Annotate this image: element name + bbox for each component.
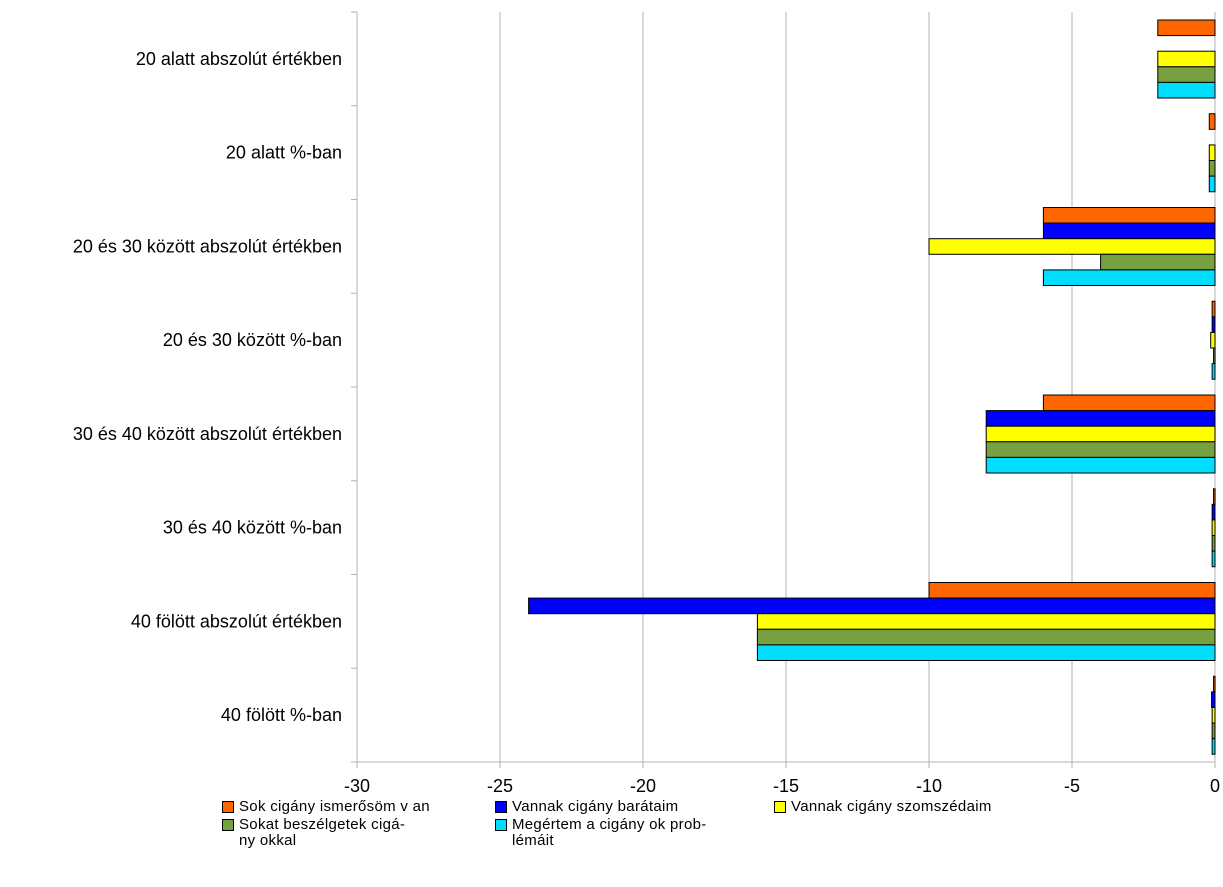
bar	[1211, 535, 1216, 552]
bar	[1042, 269, 1216, 286]
category-labels: 20 alatt abszolút értékben 20 alatt %-ban…	[73, 49, 342, 725]
bar	[1211, 316, 1216, 333]
x-tick-label: -10	[916, 776, 942, 796]
bar	[1211, 738, 1216, 755]
legend-swatch	[222, 819, 234, 831]
legend-label-line: Sok cigány ismerősöm v an	[239, 798, 430, 815]
bar	[1157, 19, 1216, 37]
bar	[1208, 144, 1216, 162]
category-label: 20 és 30 között abszolút értékben	[73, 236, 342, 256]
bar	[528, 597, 1216, 615]
legend-label: Vannak cigány barátaim	[512, 799, 678, 815]
legend-swatch	[495, 819, 507, 831]
legend-label-line: Vannak cigány barátaim	[512, 798, 679, 815]
bar	[1211, 706, 1216, 724]
bar	[985, 410, 1216, 427]
axes	[351, 11, 1216, 768]
bar	[1208, 113, 1216, 130]
bar	[1211, 722, 1216, 740]
bar	[1208, 160, 1216, 177]
bar	[1210, 331, 1216, 349]
bar	[1213, 347, 1216, 365]
legend-label: Vannak cigány szomszédaim	[791, 799, 992, 815]
legend-label-line: Megértem a cigány ok prob-	[512, 816, 707, 833]
legend-label-line: Vannak cigány szomszédaim	[791, 798, 992, 815]
legend-label: Megértem a cigány ok prob- lémáit	[512, 817, 707, 849]
x-tick-label: 0	[1210, 776, 1220, 796]
bar	[1157, 81, 1216, 99]
bar	[1211, 519, 1216, 537]
x-tick-label: -5	[1064, 776, 1080, 796]
category-label: 40 fölött abszolút értékben	[131, 611, 342, 631]
bar	[1042, 222, 1216, 240]
legend-item-series-4: Sokat beszélgetek cigá- ny okkal	[222, 817, 405, 849]
legend-item-series-2: Vannak cigány barátaim	[495, 799, 678, 815]
bar	[1211, 363, 1216, 380]
bar	[1100, 253, 1216, 271]
x-tick-label: -25	[487, 776, 513, 796]
bar	[928, 238, 1216, 255]
x-tick-label: -20	[630, 776, 656, 796]
bar	[928, 582, 1216, 599]
legend-label-line: lémáit	[512, 832, 554, 849]
bar	[1208, 175, 1216, 193]
x-tick-label: -15	[773, 776, 799, 796]
bar	[1213, 488, 1216, 505]
bar	[1211, 300, 1216, 318]
category-label: 20 alatt abszolút értékben	[136, 49, 342, 69]
tick-labels: -30 -25 -20 -15 -10 -5 0	[344, 776, 1220, 796]
gridlines	[356, 12, 1216, 762]
legend-swatch	[495, 801, 507, 813]
category-label: 30 és 40 között abszolút értékben	[73, 424, 342, 444]
category-label: 30 és 40 között %-ban	[163, 518, 342, 538]
bar	[1157, 66, 1216, 83]
bar	[1211, 550, 1216, 568]
legend-item-series-1: Sok cigány ismerősöm v an	[222, 799, 430, 815]
bar	[985, 456, 1216, 474]
legend-swatch	[222, 801, 234, 813]
bar	[1213, 675, 1216, 693]
bar	[985, 425, 1216, 443]
legend-label-line: Sokat beszélgetek cigá-	[239, 816, 406, 833]
category-label: 40 fölött %-ban	[221, 705, 342, 725]
bar	[1042, 394, 1216, 412]
bar	[756, 613, 1216, 630]
bar	[1157, 50, 1216, 68]
bar	[985, 441, 1216, 458]
legend-item-series-5: Megértem a cigány ok prob- lémáit	[495, 817, 707, 849]
bar	[756, 644, 1216, 662]
x-tick-label: -30	[344, 776, 370, 796]
category-label: 20 és 30 között %-ban	[163, 330, 342, 350]
legend-swatch	[774, 801, 786, 813]
legend-label-line: ny okkal	[239, 832, 297, 849]
legend-label: Sokat beszélgetek cigá- ny okkal	[239, 817, 405, 849]
bar	[756, 628, 1216, 646]
bar	[1211, 691, 1216, 708]
legend-item-series-3: Vannak cigány szomszédaim	[774, 799, 992, 815]
category-label: 20 alatt %-ban	[226, 143, 342, 163]
bar	[1211, 503, 1216, 521]
legend-label: Sok cigány ismerősöm v an	[239, 799, 430, 815]
bars	[528, 19, 1216, 755]
bar	[1042, 207, 1216, 224]
